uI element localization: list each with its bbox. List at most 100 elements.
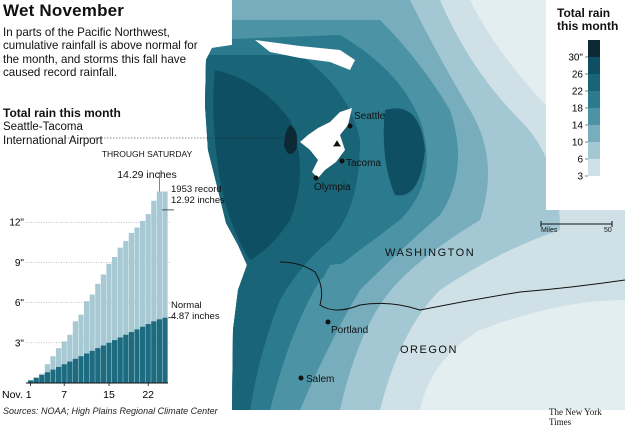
bar-chart: 3" 6" 9" 12" Nov. 1 7 15 22 bbox=[2, 172, 174, 401]
chart-station: Seattle-Tacoma International Airport bbox=[3, 121, 103, 147]
normal-label: Normal 4.87 inches bbox=[171, 300, 220, 322]
city-dot-salem bbox=[298, 375, 304, 381]
bar-observed bbox=[78, 314, 84, 383]
y-tick-label: 6" bbox=[15, 298, 25, 309]
bar-normal bbox=[56, 366, 62, 383]
bar-observed bbox=[123, 240, 129, 383]
intro-text: In parts of the Pacific Northwest, cumul… bbox=[3, 26, 198, 80]
city-dot-olympia bbox=[313, 175, 319, 181]
strait-of-juan-de-fuca bbox=[255, 40, 355, 70]
chart-title: Total rain this month bbox=[3, 106, 121, 120]
bar-observed bbox=[56, 348, 62, 383]
bar-normal bbox=[112, 340, 118, 383]
bar-normal bbox=[117, 337, 123, 383]
bar-normal bbox=[84, 353, 90, 383]
state-label-oregon: OREGON bbox=[400, 344, 458, 356]
credit-line: The New York Times bbox=[549, 407, 602, 427]
bar-observed bbox=[140, 220, 146, 383]
sources-note: Sources: NOAA; High Plains Regional Clim… bbox=[3, 406, 218, 416]
bar-normal bbox=[67, 361, 73, 383]
legend-label: 18 bbox=[572, 104, 584, 115]
bar-normal bbox=[162, 317, 168, 383]
bar-normal bbox=[39, 374, 45, 383]
bar-observed bbox=[106, 263, 112, 383]
legend-swatch bbox=[588, 159, 600, 176]
y-tick-label: 12" bbox=[9, 218, 24, 229]
record-value-text: 12.92 inches bbox=[171, 195, 225, 206]
city-dot-seattle bbox=[347, 123, 353, 129]
bar-normal bbox=[151, 321, 157, 383]
puget-sound bbox=[300, 108, 352, 178]
scale-value: 50 bbox=[604, 227, 612, 234]
state-border bbox=[279, 261, 625, 311]
airport-icon bbox=[333, 140, 341, 147]
legend-label: 30" bbox=[568, 53, 583, 64]
bar-normal bbox=[44, 372, 50, 383]
bar-normal bbox=[78, 356, 84, 383]
bar-observed bbox=[112, 257, 118, 383]
legend-label: 14 bbox=[572, 121, 584, 132]
bar-normal bbox=[123, 334, 129, 383]
bar-observed bbox=[156, 191, 162, 383]
normal-value-text: 4.87 inches bbox=[171, 311, 220, 322]
bar-normal bbox=[33, 377, 39, 383]
legend-title: Total rain this month bbox=[557, 6, 619, 33]
legend-swatch bbox=[588, 108, 600, 125]
normal-label-text: Normal bbox=[171, 300, 202, 311]
bar-observed bbox=[72, 321, 78, 383]
bar-observed bbox=[67, 334, 73, 383]
bar-normal bbox=[72, 358, 78, 383]
bar-observed bbox=[95, 283, 101, 383]
bar-normal bbox=[100, 345, 106, 383]
bar-normal bbox=[95, 348, 101, 383]
x-tick-label: 22 bbox=[142, 389, 154, 401]
bar-observed bbox=[117, 247, 123, 383]
bar-normal bbox=[50, 369, 56, 383]
bar-observed bbox=[151, 200, 157, 383]
bar-observed bbox=[61, 341, 67, 383]
page-title: Wet November bbox=[3, 1, 125, 20]
legend-label: 10 bbox=[572, 138, 584, 149]
x-tick-label: Nov. 1 bbox=[2, 389, 32, 401]
city-dot-tacoma bbox=[339, 158, 345, 164]
legend-label: 22 bbox=[572, 87, 584, 98]
through-value: 14.29 inches bbox=[117, 169, 177, 181]
bar-normal bbox=[140, 326, 146, 383]
record-label-text: 1953 record bbox=[171, 184, 222, 195]
bar-normal bbox=[134, 329, 140, 383]
city-label-portland: Portland bbox=[331, 325, 369, 336]
bar-normal bbox=[156, 319, 162, 383]
city-label-olympia: Olympia bbox=[314, 182, 351, 193]
bar-normal bbox=[28, 380, 34, 383]
legend-swatch bbox=[588, 125, 600, 142]
bar-observed bbox=[128, 232, 134, 383]
y-tick-label: 3" bbox=[15, 338, 25, 349]
legend-swatch bbox=[588, 40, 600, 57]
city-label-seattle: Seattle bbox=[354, 111, 386, 122]
legend-label: 26 bbox=[572, 70, 584, 81]
through-label: THROUGH SATURDAY bbox=[101, 149, 193, 159]
bar-observed bbox=[84, 301, 90, 383]
legend-swatch bbox=[588, 74, 600, 91]
city-label-tacoma: Tacoma bbox=[346, 158, 382, 169]
legend-label: 6 bbox=[577, 155, 583, 166]
city-label-salem: Salem bbox=[306, 374, 335, 385]
record-label: 1953 record 12.92 inches bbox=[171, 184, 225, 206]
y-tick-label: 9" bbox=[15, 258, 25, 269]
state-label-washington: WASHINGTON bbox=[385, 247, 476, 259]
legend-swatch bbox=[588, 142, 600, 159]
bar-normal bbox=[89, 350, 95, 383]
bar-observed bbox=[145, 214, 151, 383]
legend-label: 3 bbox=[577, 172, 583, 183]
legend-scale: 30" 26 22 18 14 10 6 3 bbox=[568, 40, 600, 183]
x-tick-label: 7 bbox=[61, 389, 67, 401]
bar-observed bbox=[162, 191, 168, 383]
bar-normal bbox=[106, 342, 112, 383]
bar-normal bbox=[145, 324, 151, 383]
legend-panel bbox=[546, 0, 625, 210]
bar-normal bbox=[128, 332, 134, 383]
bar-normal bbox=[61, 364, 67, 383]
legend-swatch bbox=[588, 91, 600, 108]
bar-observed bbox=[134, 227, 140, 383]
bar-observed bbox=[100, 274, 106, 383]
